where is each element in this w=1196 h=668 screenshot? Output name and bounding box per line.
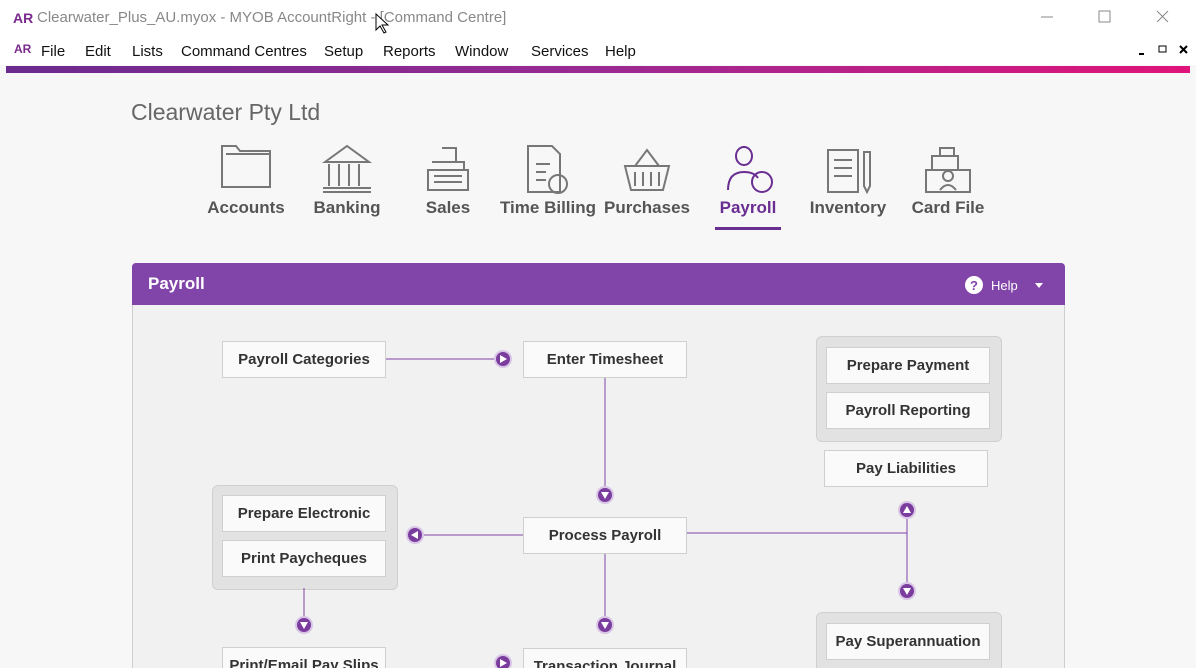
help-button[interactable]: Help: [991, 278, 1018, 293]
arrow-head: [500, 355, 507, 363]
command-centre-icon: [527, 145, 569, 194]
arrow-head: [903, 506, 911, 513]
company-name: Clearwater Pty Ltd: [131, 99, 321, 125]
command-centre[interactable]: Accounts: [207, 198, 285, 217]
help-dropdown[interactable]: [1035, 283, 1043, 288]
help-icon: [965, 276, 983, 294]
command-centre-icon: [827, 149, 871, 195]
menu-item[interactable]: Services: [531, 43, 589, 60]
task-button[interactable]: Payroll Categories: [222, 341, 386, 378]
command-centre-icon: [321, 144, 373, 193]
accent-stripe: [6, 66, 1190, 73]
command-centre[interactable]: Purchases: [604, 198, 690, 217]
menu-item[interactable]: Help: [605, 43, 636, 60]
task-button[interactable]: Print Paycheques: [222, 540, 386, 577]
app-badge: AR: [13, 10, 34, 26]
task-button[interactable]: Process Payroll: [523, 517, 687, 554]
panel-header: [132, 263, 1065, 305]
menu-bar: AR: [0, 36, 1196, 65]
menu-item[interactable]: Setup: [324, 43, 364, 60]
task-button[interactable]: Enter Timesheet: [523, 341, 687, 378]
arrow-head: [500, 659, 507, 667]
command-centre-icon: [727, 146, 774, 193]
command-centre[interactable]: Card File: [911, 198, 985, 217]
command-centre[interactable]: Banking: [313, 198, 381, 217]
menu-item[interactable]: Reports: [383, 43, 436, 60]
window-title: Clearwater_Plus_AU.myox - MYOB AccountRi…: [37, 9, 507, 26]
arrow-head: [300, 622, 308, 629]
title-bar: AR Clearwater_Plus_AU.myox - MYOB Accoun…: [0, 0, 1196, 36]
arrow-head: [601, 622, 609, 629]
task-button[interactable]: Pay Liabilities: [824, 450, 988, 487]
task-button[interactable]: Payroll Reporting: [826, 392, 990, 429]
task-button[interactable]: Transaction Journal: [523, 648, 687, 668]
selected-underline: [715, 227, 781, 230]
command-centre-icon: [221, 145, 271, 188]
cursor: [375, 12, 390, 34]
menu-item[interactable]: File: [41, 43, 66, 60]
command-centre-icon: [925, 147, 971, 193]
task-button[interactable]: Pay Superannuation: [826, 623, 990, 660]
command-centre[interactable]: Payroll: [719, 198, 777, 217]
menu-item[interactable]: Lists: [132, 43, 163, 60]
command-centre[interactable]: Inventory: [809, 198, 887, 217]
window-controls: [1041, 10, 1188, 55]
menu-badge: AR: [14, 42, 32, 56]
panel-title: Payroll: [148, 274, 205, 293]
menu-item[interactable]: Command Centres: [181, 43, 307, 60]
task-button[interactable]: Prepare Electronic: [222, 495, 386, 532]
help-glyph: ?: [970, 278, 978, 293]
menu-item[interactable]: Window: [455, 43, 509, 60]
command-centre[interactable]: Sales: [425, 198, 471, 217]
arrow-head: [903, 588, 911, 595]
arrow-head: [601, 492, 609, 499]
task-button[interactable]: Print/Email Pay Slips: [222, 647, 386, 668]
task-button[interactable]: Prepare Payment: [826, 347, 990, 384]
command-centre-icon: [427, 147, 469, 191]
command-centre-icon: [623, 148, 671, 191]
command-centre[interactable]: Time Billing: [499, 198, 597, 217]
arrow-head: [411, 531, 418, 539]
menu-item[interactable]: Edit: [85, 43, 111, 60]
